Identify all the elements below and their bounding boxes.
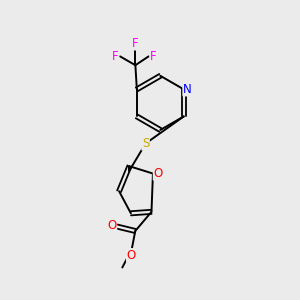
Text: O: O <box>153 167 163 180</box>
Text: F: F <box>150 50 157 63</box>
Text: O: O <box>127 249 136 262</box>
Text: O: O <box>107 220 117 232</box>
Text: S: S <box>142 137 149 150</box>
Text: F: F <box>112 50 119 63</box>
Text: N: N <box>183 83 192 96</box>
Text: F: F <box>132 37 139 50</box>
